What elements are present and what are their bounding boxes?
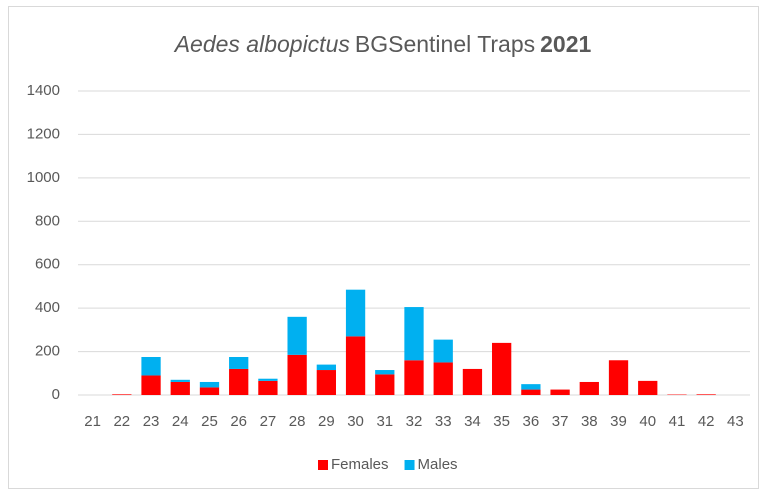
bar-segment [696, 394, 716, 395]
chart-title: Aedes albopictus BGSentinel Traps 2021 [173, 31, 592, 57]
legend-label: Females [331, 456, 389, 473]
x-tick-label: 29 [318, 413, 335, 430]
x-tick-label: 40 [639, 413, 656, 430]
x-tick-label: 34 [464, 413, 481, 430]
bar-segment [199, 387, 220, 395]
x-tick-label: 38 [581, 413, 598, 430]
x-tick-label: 30 [347, 413, 364, 430]
y-tick-label: 600 [35, 256, 60, 273]
x-tick-label: 39 [610, 413, 627, 430]
x-tick-label: 43 [727, 413, 744, 430]
x-tick-label: 37 [552, 413, 569, 430]
title-part: 2021 [540, 31, 591, 57]
x-tick-label: 36 [523, 413, 540, 430]
legend-label: Males [418, 456, 458, 473]
bar-segment [433, 362, 453, 395]
chart-frame [8, 6, 759, 489]
x-tick-label: 21 [84, 413, 101, 430]
bar-segment [345, 336, 366, 395]
bar-segment [170, 379, 190, 382]
bar-segment [345, 289, 366, 337]
bar-segment [375, 370, 395, 375]
bar-segment [550, 389, 570, 395]
x-tick-label: 42 [698, 413, 715, 430]
bar-segment [287, 316, 307, 355]
x-tick-label: 28 [289, 413, 306, 430]
bar-segment [404, 360, 424, 395]
bar-segment [316, 364, 336, 371]
bar-segment [579, 381, 599, 395]
bar-segment [492, 342, 512, 395]
y-tick-label: 400 [35, 299, 60, 316]
bar-segment [638, 380, 658, 395]
bar-segment [141, 357, 161, 376]
x-tick-label: 27 [260, 413, 277, 430]
x-tick-label: 35 [493, 413, 510, 430]
bar-segment [316, 370, 336, 395]
y-tick-label: 800 [35, 212, 60, 229]
bar-segment [287, 354, 307, 395]
bar-segment [170, 381, 190, 395]
bar-segment [404, 307, 424, 361]
x-tick-label: 23 [143, 413, 160, 430]
bar-segment [521, 389, 541, 395]
y-tick-label: 200 [35, 343, 60, 360]
bar-segment [375, 374, 395, 395]
x-tick-label: 24 [172, 413, 189, 430]
x-tick-label: 41 [669, 413, 686, 430]
bar-segment [229, 368, 249, 395]
y-tick-label: 1000 [27, 169, 60, 186]
x-tick-label: 32 [406, 413, 423, 430]
y-tick-label: 1200 [27, 125, 60, 142]
legend-swatch [404, 460, 415, 470]
x-tick-label: 31 [376, 413, 393, 430]
bar-segment [462, 368, 483, 395]
title-part: BGSentinel Traps [355, 31, 535, 57]
bar-segment [258, 380, 278, 395]
bar-segment [433, 339, 453, 363]
title-part: Aedes albopictus [173, 31, 351, 57]
bar-segment [199, 381, 220, 388]
legend-swatch [318, 460, 328, 470]
y-tick-label: 0 [52, 386, 60, 403]
x-tick-label: 22 [113, 413, 130, 430]
bar-segment [521, 384, 541, 390]
x-tick-label: 33 [435, 413, 452, 430]
bar-segment [112, 394, 132, 395]
bar-segment [229, 357, 249, 369]
x-tick-label: 26 [230, 413, 247, 430]
x-tick-label: 25 [201, 413, 218, 430]
bar-segment [141, 375, 161, 395]
bar-segment [608, 360, 629, 395]
bar-segment [258, 378, 278, 381]
y-tick-label: 1400 [27, 82, 60, 99]
